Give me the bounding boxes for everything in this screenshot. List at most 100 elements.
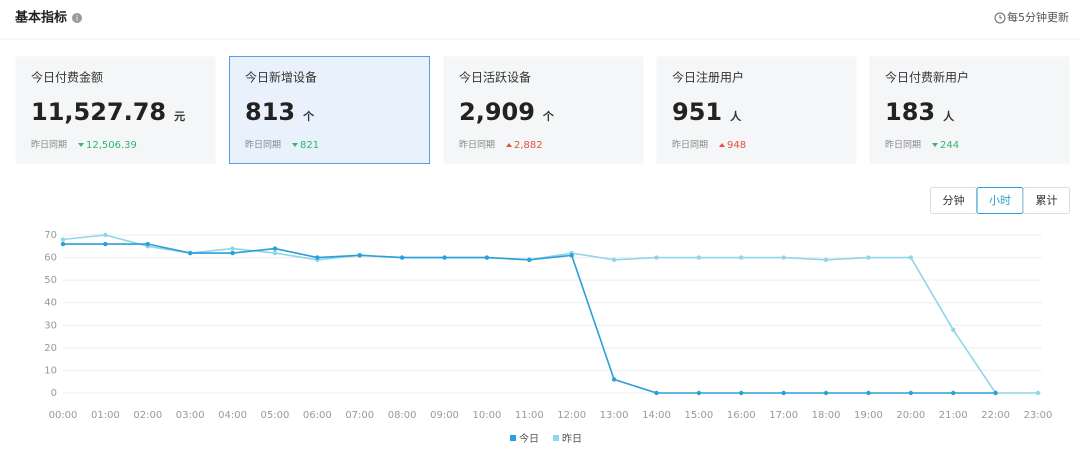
info-icon[interactable] <box>72 13 82 23</box>
card-unit: 人 <box>943 109 955 123</box>
y-tick-label: 60 <box>44 253 57 264</box>
data-point <box>1035 390 1041 396</box>
legend-label: 今日 <box>519 432 539 445</box>
compare-label: 昨日同期 <box>31 139 67 151</box>
legend-swatch <box>510 435 516 441</box>
card-unit: 个 <box>302 109 315 123</box>
card[interactable] <box>15 56 216 164</box>
card[interactable] <box>656 56 857 164</box>
card[interactable] <box>869 56 1070 164</box>
x-tick-label: 21:00 <box>939 410 968 421</box>
data-point <box>230 246 235 251</box>
compare-value: 821 <box>300 140 319 151</box>
data-point <box>103 241 108 247</box>
data-point <box>611 257 617 263</box>
data-point <box>823 257 829 263</box>
data-point <box>272 250 278 256</box>
data-point <box>569 253 574 258</box>
data-point <box>484 255 490 260</box>
x-tick-label: 20:00 <box>896 410 925 421</box>
x-tick-label: 15:00 <box>684 410 713 421</box>
data-point <box>103 232 108 238</box>
card-title: 今日付费金额 <box>31 70 103 85</box>
card-unit: 元 <box>174 110 185 123</box>
toggle-label: 分钟 <box>943 193 965 207</box>
card[interactable] <box>443 56 644 164</box>
data-point <box>399 255 405 260</box>
header-title: 基本指标 <box>14 10 67 26</box>
card-value: 813 <box>245 98 295 126</box>
data-point <box>272 246 278 251</box>
legend-label: 昨日 <box>562 433 582 445</box>
update-note: 每5分钟更新 <box>1007 10 1069 24</box>
y-tick-label: 50 <box>44 275 57 286</box>
card-value: 951 <box>672 98 722 126</box>
data-point <box>357 253 362 258</box>
compare-value: 2,882 <box>514 140 543 151</box>
data-point <box>654 255 659 260</box>
toggle-button[interactable] <box>1023 187 1070 214</box>
x-tick-label: 04:00 <box>218 410 247 421</box>
data-point <box>696 255 702 260</box>
compare-label: 昨日同期 <box>459 139 495 151</box>
data-point <box>781 255 786 260</box>
data-point <box>781 390 786 396</box>
data-point <box>951 327 956 332</box>
x-tick-label: 17:00 <box>769 410 798 421</box>
data-point <box>654 390 659 396</box>
card-value: 2,909 <box>459 98 535 126</box>
data-point <box>866 255 871 260</box>
x-tick-label: 03:00 <box>176 410 205 421</box>
data-point <box>611 377 617 382</box>
x-tick-label: 12:00 <box>557 410 586 421</box>
card[interactable] <box>229 56 430 164</box>
x-tick-label: 23:00 <box>1024 410 1053 421</box>
data-point <box>527 257 532 263</box>
compare-value: 12,506.39 <box>86 140 137 151</box>
compare-label: 昨日同期 <box>672 139 708 151</box>
data-point <box>866 390 871 396</box>
compare-value: 244 <box>940 140 959 151</box>
data-point <box>145 241 150 247</box>
data-point <box>823 390 829 396</box>
data-point <box>739 390 744 396</box>
toggle-label: 累计 <box>1036 194 1058 207</box>
data-point <box>951 390 956 396</box>
x-tick-label: 11:00 <box>515 410 544 421</box>
card-unit: 人 <box>730 109 742 123</box>
card-value: 11,527.78 <box>31 98 166 126</box>
compare-label: 昨日同期 <box>245 139 281 151</box>
data-point <box>739 255 744 260</box>
x-tick-label: 22:00 <box>981 410 1010 421</box>
x-tick-label: 05:00 <box>261 410 290 421</box>
trend-arrow <box>719 143 725 147</box>
data-point <box>993 390 998 396</box>
x-tick-label: 02:00 <box>133 410 162 421</box>
card-title: 今日付费新用户 <box>885 70 969 85</box>
x-tick-label: 16:00 <box>727 410 756 421</box>
data-point <box>60 241 66 247</box>
trend-arrow <box>292 143 298 147</box>
series-line <box>62 234 1038 394</box>
trend-arrow <box>932 143 938 147</box>
data-point <box>908 390 914 396</box>
x-tick-label: 00:00 <box>49 410 78 421</box>
y-tick-label: 20 <box>44 343 57 354</box>
card-value: 183 <box>885 98 935 126</box>
clock-icon <box>994 12 1006 24</box>
clock-hand <box>999 15 1002 19</box>
info-glyph: i <box>76 14 78 23</box>
data-point <box>696 390 702 396</box>
data-point <box>442 255 447 260</box>
data-point <box>908 255 914 260</box>
y-tick-label: 0 <box>51 388 57 399</box>
x-tick-label: 14:00 <box>642 410 671 421</box>
x-tick-label: 19:00 <box>854 410 883 421</box>
toggle-label: 小时 <box>989 194 1011 207</box>
x-tick-label: 18:00 <box>812 410 841 421</box>
card-unit: 个 <box>542 109 555 123</box>
card-title: 今日新增设备 <box>245 70 317 85</box>
x-tick-label: 10:00 <box>472 410 501 421</box>
compare-value: 948 <box>727 140 746 151</box>
x-tick-label: 08:00 <box>388 410 417 421</box>
